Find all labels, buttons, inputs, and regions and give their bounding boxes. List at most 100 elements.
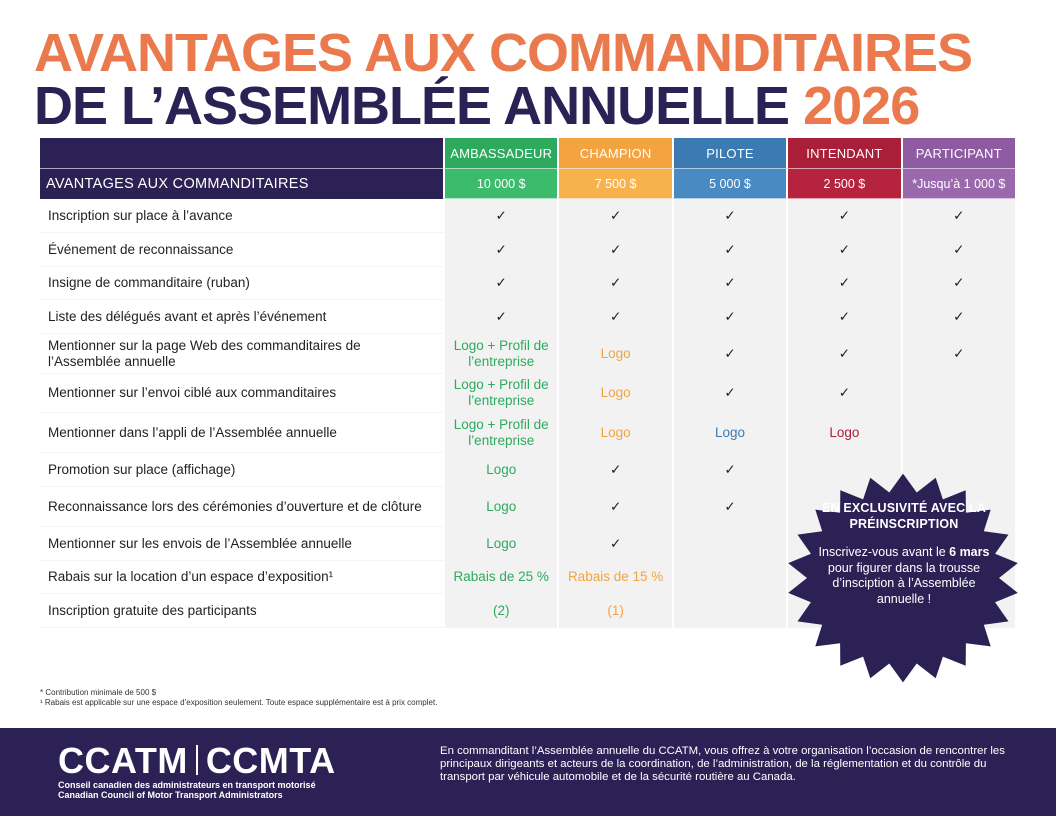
- benefit-cell: ✓: [557, 267, 672, 300]
- footer-description: En commanditant l’Assemblée annuelle du …: [440, 745, 1005, 783]
- price-champion: 7 500 $: [557, 169, 672, 199]
- price-ambassadeur: 10 000 $: [443, 169, 558, 199]
- page-title-line2: DE L’ASSEMBLÉE ANNUELLE 2026: [34, 76, 920, 136]
- benefit-label: Événement de reconnaissance: [40, 233, 444, 267]
- benefit-cell: ✓: [900, 334, 1015, 374]
- benefit-cell: ✓: [786, 199, 901, 233]
- footnote-minimum: * Contribution minimale de 500 $: [40, 688, 157, 697]
- benefit-cell: Rabais de 15 %: [557, 561, 672, 594]
- callout-body: Inscrivez-vous avant le 6 mars pour figu…: [816, 545, 992, 607]
- benefit-cell: ✓: [786, 233, 901, 267]
- benefit-cell: [671, 594, 787, 628]
- benefit-cell: Logo: [443, 487, 558, 527]
- price-pilote: 5 000 $: [671, 169, 787, 199]
- benefit-cell: Rabais de 25 %: [443, 561, 558, 594]
- benefit-cell: ✓: [671, 334, 787, 374]
- benefit-cell: ✓: [671, 233, 787, 267]
- tier-pilote: PILOTE: [671, 138, 787, 169]
- starburst-shape: [788, 474, 1018, 682]
- benefit-cell: ✓: [443, 267, 558, 300]
- benefit-label: Reconnaissance lors des cérémonies d’ouv…: [40, 487, 444, 527]
- table-row: Mentionner sur l’envoi ciblé aux command…: [40, 374, 1015, 413]
- benefit-cell: ✓: [900, 199, 1015, 233]
- starburst-polygon: [788, 474, 1018, 682]
- benefit-cell: [900, 413, 1015, 453]
- ccatm-ccmta-logo: CCATM CCMTA Conseil canadien des administ…: [58, 742, 336, 801]
- benefit-cell: ✓: [671, 453, 787, 487]
- preregistration-callout: EN EXCLUSIVITÉ AVEC LA PRÉINSCRIPTION In…: [816, 500, 992, 607]
- benefit-label: Mentionner sur la page Web des commandit…: [40, 334, 444, 374]
- page-title-line1: AVANTAGES AUX COMMANDITAIRES: [34, 23, 973, 83]
- benefit-cell: ✓: [443, 233, 558, 267]
- callout-heading: EN EXCLUSIVITÉ AVEC LA PRÉINSCRIPTION: [821, 501, 987, 531]
- logo-subtitle-en: Canadian Council of Motor Transport Admi…: [58, 790, 283, 800]
- tier-price-row: AVANTAGES AUX COMMANDITAIRES 10 000 $ 7 …: [40, 169, 1015, 199]
- benefit-cell: [900, 374, 1015, 413]
- footnotes: * Contribution minimale de 500 $ ¹ Rabai…: [40, 688, 437, 708]
- table-row: Événement de reconnaissance ✓ ✓ ✓ ✓ ✓: [40, 233, 1015, 267]
- table-row: Mentionner dans l’appli de l’Assemblée a…: [40, 413, 1015, 453]
- benefit-cell: ✓: [443, 199, 558, 233]
- tier-champion: CHAMPION: [557, 138, 672, 169]
- benefit-cell: Logo + Profil de l’entreprise: [443, 374, 558, 413]
- benefit-label: Promotion sur place (affichage): [40, 453, 444, 487]
- callout-deadline: 6 mars: [949, 545, 990, 559]
- price-participant: *Jusqu’à 1 000 $: [900, 169, 1015, 199]
- tier-name-row: AMBASSADEUR CHAMPION PILOTE INTENDANT PA…: [40, 138, 1015, 169]
- tier-intendant: INTENDANT: [786, 138, 901, 169]
- benefit-cell: Logo + Profil de l’entreprise: [443, 334, 558, 374]
- preregistration-starburst: [785, 474, 1021, 682]
- benefit-cell: ✓: [900, 233, 1015, 267]
- benefit-cell: Logo: [443, 527, 558, 561]
- title-year: 2026: [803, 76, 920, 136]
- table-row: Mentionner sur la page Web des commandit…: [40, 334, 1015, 374]
- benefit-label: Inscription sur place à l’avance: [40, 199, 444, 233]
- benefit-rows: Inscription sur place à l’avance ✓ ✓ ✓ ✓ ✓ Évé…: [40, 199, 1015, 628]
- benefit-cell: ✓: [786, 334, 901, 374]
- logo-ccatm: CCATM: [58, 740, 188, 781]
- benefit-cell: ✓: [671, 374, 787, 413]
- benefit-cell: ✓: [557, 233, 672, 267]
- benefit-cell: (2): [443, 594, 558, 628]
- benefit-cell: Logo: [786, 413, 901, 453]
- table-row: Mentionner sur les envois de l’Assemblée…: [40, 527, 1015, 561]
- benefit-label: Mentionner sur les envois de l’Assemblée…: [40, 527, 444, 561]
- benefit-cell: Logo: [557, 334, 672, 374]
- benefit-cell: ✓: [557, 199, 672, 233]
- benefit-cell: ✓: [557, 300, 672, 334]
- price-intendant: 2 500 $: [786, 169, 901, 199]
- benefit-cell: ✓: [557, 487, 672, 527]
- benefit-cell: ✓: [557, 527, 672, 561]
- logo-ccmta: CCMTA: [205, 740, 336, 781]
- benefit-cell: Logo: [557, 413, 672, 453]
- benefit-cell: [786, 453, 901, 487]
- benefit-cell: ✓: [900, 300, 1015, 334]
- callout-body-start: Inscrivez-vous avant le: [818, 545, 950, 559]
- benefit-cell: ✓: [443, 300, 558, 334]
- benefit-cell: [671, 527, 787, 561]
- benefit-cell: ✓: [786, 267, 901, 300]
- benefits-header: AVANTAGES AUX COMMANDITAIRES: [40, 169, 444, 199]
- logo-wordmark: CCATM CCMTA: [58, 742, 336, 780]
- logo-subtitle-fr: Conseil canadien des administrateurs en …: [58, 780, 316, 790]
- benefit-cell: ✓: [786, 374, 901, 413]
- table-row: Liste des délégués avant et après l’évén…: [40, 300, 1015, 334]
- benefit-cell: Logo + Profil de l’entreprise: [443, 413, 558, 453]
- benefit-label: Liste des délégués avant et après l’évén…: [40, 300, 444, 334]
- footnote-exhibit-discount: ¹ Rabais est applicable sur une espace d…: [40, 698, 438, 707]
- tier-ambassadeur: AMBASSADEUR: [443, 138, 558, 169]
- header-blank: [40, 138, 444, 169]
- benefit-cell: ✓: [900, 267, 1015, 300]
- title-text: DE L’ASSEMBLÉE ANNUELLE: [34, 76, 790, 136]
- benefit-cell: ✓: [557, 453, 672, 487]
- benefit-cell: ✓: [671, 300, 787, 334]
- tier-participant: PARTICIPANT: [900, 138, 1015, 169]
- benefit-label: Mentionner sur l’envoi ciblé aux command…: [40, 374, 444, 413]
- benefit-cell: ✓: [786, 300, 901, 334]
- callout-body-end: pour figurer dans la trousse d’insciptio…: [827, 560, 981, 606]
- footer-band: [0, 728, 1056, 816]
- benefit-cell: [671, 561, 787, 594]
- benefit-cell: ✓: [671, 487, 787, 527]
- benefit-cell: Logo: [443, 453, 558, 487]
- sponsorship-benefits-table: AMBASSADEUR CHAMPION PILOTE INTENDANT PA…: [40, 138, 1015, 628]
